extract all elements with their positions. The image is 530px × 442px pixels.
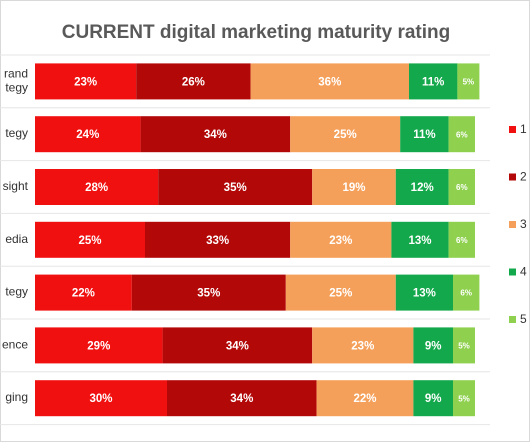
category-label: tegy: [5, 126, 28, 140]
category-label: ging: [5, 390, 28, 404]
chart-title: CURRENT digital marketing maturity ratin…: [62, 22, 451, 43]
bar-segment: [457, 63, 480, 100]
legend-label: 4 -: [520, 265, 530, 279]
category-label: rand tegy: [4, 67, 28, 95]
value-label: 34%: [230, 393, 253, 405]
bar-segment: [290, 221, 392, 258]
bar-segment: [448, 221, 475, 258]
value-label: 25%: [334, 129, 357, 141]
bar-segment: [453, 274, 480, 311]
bar-segment: [167, 380, 317, 417]
bar-segment: [290, 116, 401, 153]
value-label: 12%: [411, 182, 434, 194]
bar-segment: [140, 116, 291, 153]
value-label: 23%: [351, 340, 374, 352]
value-label: 6%: [460, 289, 472, 298]
value-label: 6%: [456, 130, 468, 139]
value-label: 9%: [425, 393, 442, 405]
bar-segment: [413, 327, 453, 364]
bar-segment: [409, 63, 458, 100]
value-label: 28%: [85, 182, 108, 194]
bar-segment: [448, 169, 475, 205]
bar-segment: [250, 63, 409, 100]
bar-segment: [35, 169, 159, 205]
value-label: 35%: [197, 288, 220, 300]
value-label: 23%: [74, 76, 97, 88]
bar-segment: [453, 380, 475, 417]
bar-segment: [316, 380, 414, 417]
value-label: 25%: [329, 288, 352, 300]
bar-segment: [35, 274, 132, 311]
bar-segment: [400, 116, 449, 153]
value-label: 13%: [413, 288, 436, 300]
value-label: 5%: [458, 394, 470, 403]
bar-segment: [391, 221, 449, 258]
value-label: 25%: [78, 235, 101, 247]
category-line: rand: [4, 67, 28, 81]
bar-segment: [395, 274, 453, 311]
category-line: ging: [5, 390, 28, 404]
value-label: 29%: [87, 340, 110, 352]
legend-label: 1 -: [520, 122, 530, 136]
value-label: 30%: [89, 393, 112, 405]
bar-segment: [35, 116, 141, 153]
value-label: 9%: [425, 340, 442, 352]
category-line: ence: [2, 338, 28, 352]
value-label: 35%: [224, 182, 247, 194]
legend-swatch: [509, 221, 516, 228]
category-label: tegy: [5, 285, 28, 299]
value-label: 26%: [182, 76, 205, 88]
category-line: tegy: [5, 285, 28, 299]
bar-segment: [35, 221, 145, 258]
legend-label: 2 -: [520, 170, 530, 184]
value-label: 23%: [329, 235, 352, 247]
legend-swatch: [509, 126, 516, 133]
value-label: 22%: [353, 393, 376, 405]
bar-segment: [413, 380, 453, 417]
bar-segment: [395, 169, 449, 205]
category-line: tegy: [5, 126, 28, 140]
bar-segment: [285, 274, 396, 311]
value-label: 36%: [318, 76, 341, 88]
bar-segment: [158, 169, 313, 205]
value-label: 5%: [458, 342, 470, 351]
bar-segment: [453, 327, 475, 364]
category-label: edia: [5, 232, 28, 246]
bar-segment: [35, 63, 137, 100]
bar-segment: [131, 274, 286, 311]
value-label: 24%: [76, 129, 99, 141]
bar-segment: [448, 116, 475, 153]
category-line: edia: [5, 232, 28, 246]
category-line: sight: [3, 179, 29, 193]
bar-segment: [35, 327, 163, 364]
legend-label: 5 -: [520, 312, 530, 326]
bar-segment: [162, 327, 313, 364]
value-label: 6%: [456, 236, 468, 245]
value-label: 33%: [206, 235, 229, 247]
value-label: 6%: [456, 183, 468, 192]
bar-segment: [312, 169, 396, 205]
value-label: 5%: [463, 78, 475, 87]
value-label: 11%: [413, 129, 435, 141]
legend-swatch: [509, 316, 516, 323]
value-label: 13%: [408, 235, 431, 247]
legend-label: 3 -: [520, 217, 530, 231]
legend-swatch: [509, 173, 516, 181]
category-label: sight: [3, 179, 29, 193]
category-label: ence: [2, 338, 28, 352]
value-label: 22%: [72, 288, 95, 300]
legend-swatch: [509, 268, 516, 276]
bar-segment: [35, 380, 167, 417]
value-label: 34%: [204, 129, 227, 141]
bar-segment: [145, 221, 291, 258]
value-label: 19%: [342, 182, 365, 194]
value-label: 34%: [226, 340, 249, 352]
bar-segment: [312, 327, 414, 364]
bar-segment: [136, 63, 251, 100]
category-line: tegy: [5, 81, 28, 95]
value-label: 11%: [422, 76, 444, 88]
